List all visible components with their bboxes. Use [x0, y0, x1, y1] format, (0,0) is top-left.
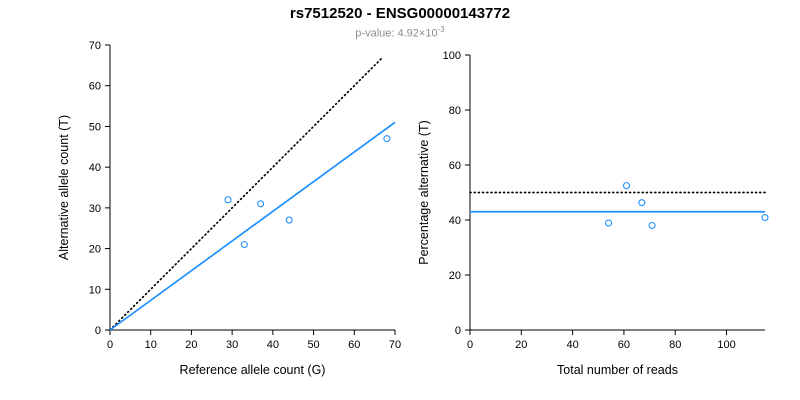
x-tick-label: 30 — [226, 339, 238, 351]
y-axis-title: Percentage alternative (T) — [417, 120, 431, 265]
x-tick-label: 0 — [107, 339, 113, 351]
y-axis-title: Alternative allele count (T) — [57, 115, 71, 260]
y-tick-label: 40 — [89, 162, 101, 174]
y-tick-label: 0 — [95, 325, 101, 337]
y-tick-label: 50 — [89, 121, 101, 133]
percentage-reads-scatter: 0 20 40 60 80 100 0 20 40 60 80 100 Total number of … — [417, 50, 769, 377]
data-point — [285, 216, 293, 224]
x-tick-label: 20 — [515, 339, 527, 351]
x-tick-label: 50 — [307, 339, 319, 351]
data-point — [622, 182, 631, 190]
x-axis-title: Total number of reads — [557, 363, 678, 377]
data-point — [224, 196, 232, 204]
x-tick-label: 60 — [348, 339, 360, 351]
x-tick-label: 70 — [389, 339, 401, 351]
allele-count-scatter: 0 10 20 30 40 50 60 70 0 10 20 30 40 50 60 70 Reference … — [57, 40, 401, 377]
y-tick-label: 20 — [449, 270, 461, 282]
pvalue-text: p-value: 4.92×10 — [355, 27, 438, 40]
y-tick-label: 100 — [443, 50, 461, 62]
y-tick-label: 30 — [89, 203, 101, 215]
x-tick-label: 40 — [566, 339, 578, 351]
data-point — [638, 199, 646, 207]
x-tick-label: 60 — [618, 339, 630, 351]
y-tick-label: 20 — [89, 244, 101, 256]
y-tick-label: 0 — [455, 325, 461, 337]
x-tick-label: 10 — [145, 339, 157, 351]
x-axis-title: Reference allele count (G) — [180, 363, 326, 377]
data-point — [761, 213, 769, 222]
data-point — [648, 221, 656, 230]
y-tick-label: 60 — [89, 81, 101, 93]
data-point — [383, 135, 391, 143]
y-tick-label: 60 — [449, 160, 461, 172]
data-point — [240, 240, 248, 249]
figure-title: rs7512520 - ENSG00000143772 — [289, 5, 511, 22]
y-tick-label: 80 — [449, 105, 461, 117]
pvalue-exponent: -3 — [437, 25, 445, 34]
regression-line — [109, 121, 396, 331]
x-tick-label: 0 — [467, 339, 473, 351]
x-tick-label: 80 — [669, 339, 681, 351]
y-tick-label: 40 — [449, 215, 461, 227]
figure-subtitle: p-value: 4.92×10-3 — [0, 25, 800, 40]
identity-line — [109, 56, 384, 331]
x-tick-label: 40 — [267, 339, 279, 351]
x-tick-label: 100 — [717, 339, 735, 351]
y-tick-label: 10 — [89, 284, 101, 296]
y-tick-label: 70 — [89, 40, 101, 52]
data-point — [604, 219, 613, 227]
x-tick-label: 20 — [185, 339, 197, 351]
data-point — [257, 200, 265, 208]
